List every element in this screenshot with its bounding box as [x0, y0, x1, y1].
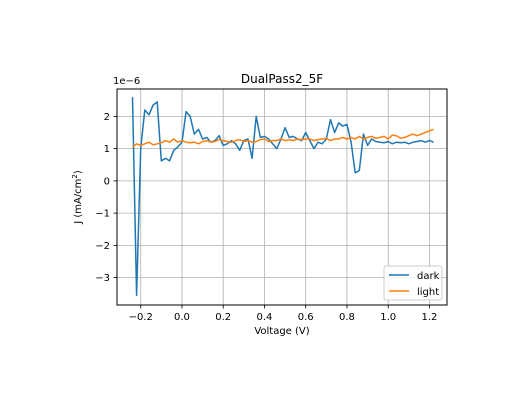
y-tick-label: 2	[104, 112, 110, 123]
x-tick-label: 1.2	[422, 312, 438, 323]
y-tick-label: −1	[95, 209, 110, 220]
x-tick-label: 0.2	[215, 312, 231, 323]
y-tick-label: 1	[104, 144, 110, 155]
y-offset-text: 1e−6	[113, 76, 140, 87]
chart-title: DualPass2_5F	[241, 72, 323, 86]
x-tick-label: 0.6	[298, 312, 314, 323]
x-tick-label: 0.8	[339, 312, 355, 323]
y-axis-label-main: J (mA/cm	[73, 179, 84, 225]
grid	[117, 89, 447, 305]
series-line-light	[132, 128, 434, 148]
legend-label-light: light	[417, 287, 439, 298]
y-tick-label: −3	[95, 273, 110, 284]
x-axis-label: Voltage (V)	[254, 326, 309, 337]
x-axis-ticks: −0.2 0.0 0.2 0.4 0.6 0.8 1.0 1.2	[129, 305, 438, 323]
x-tick-label: −0.2	[129, 312, 153, 323]
y-tick-label: 0	[104, 176, 110, 187]
legend: dark light	[383, 265, 443, 301]
x-tick-label: 0.4	[257, 312, 273, 323]
y-axis-label-end: )	[73, 170, 84, 174]
x-tick-label: 1.0	[380, 312, 396, 323]
series-group	[131, 97, 434, 297]
y-axis-ticks: −3 −2 −1 0 1 2	[95, 112, 117, 284]
y-tick-label: −2	[95, 241, 110, 252]
series-line-dark	[131, 97, 434, 297]
y-axis-label-sup: 2	[71, 174, 79, 178]
plot-frame	[116, 88, 448, 306]
x-tick-label: 0.0	[174, 312, 190, 323]
legend-label-dark: dark	[417, 271, 440, 282]
y-axis-label: J (mA/cm2)	[71, 170, 84, 225]
